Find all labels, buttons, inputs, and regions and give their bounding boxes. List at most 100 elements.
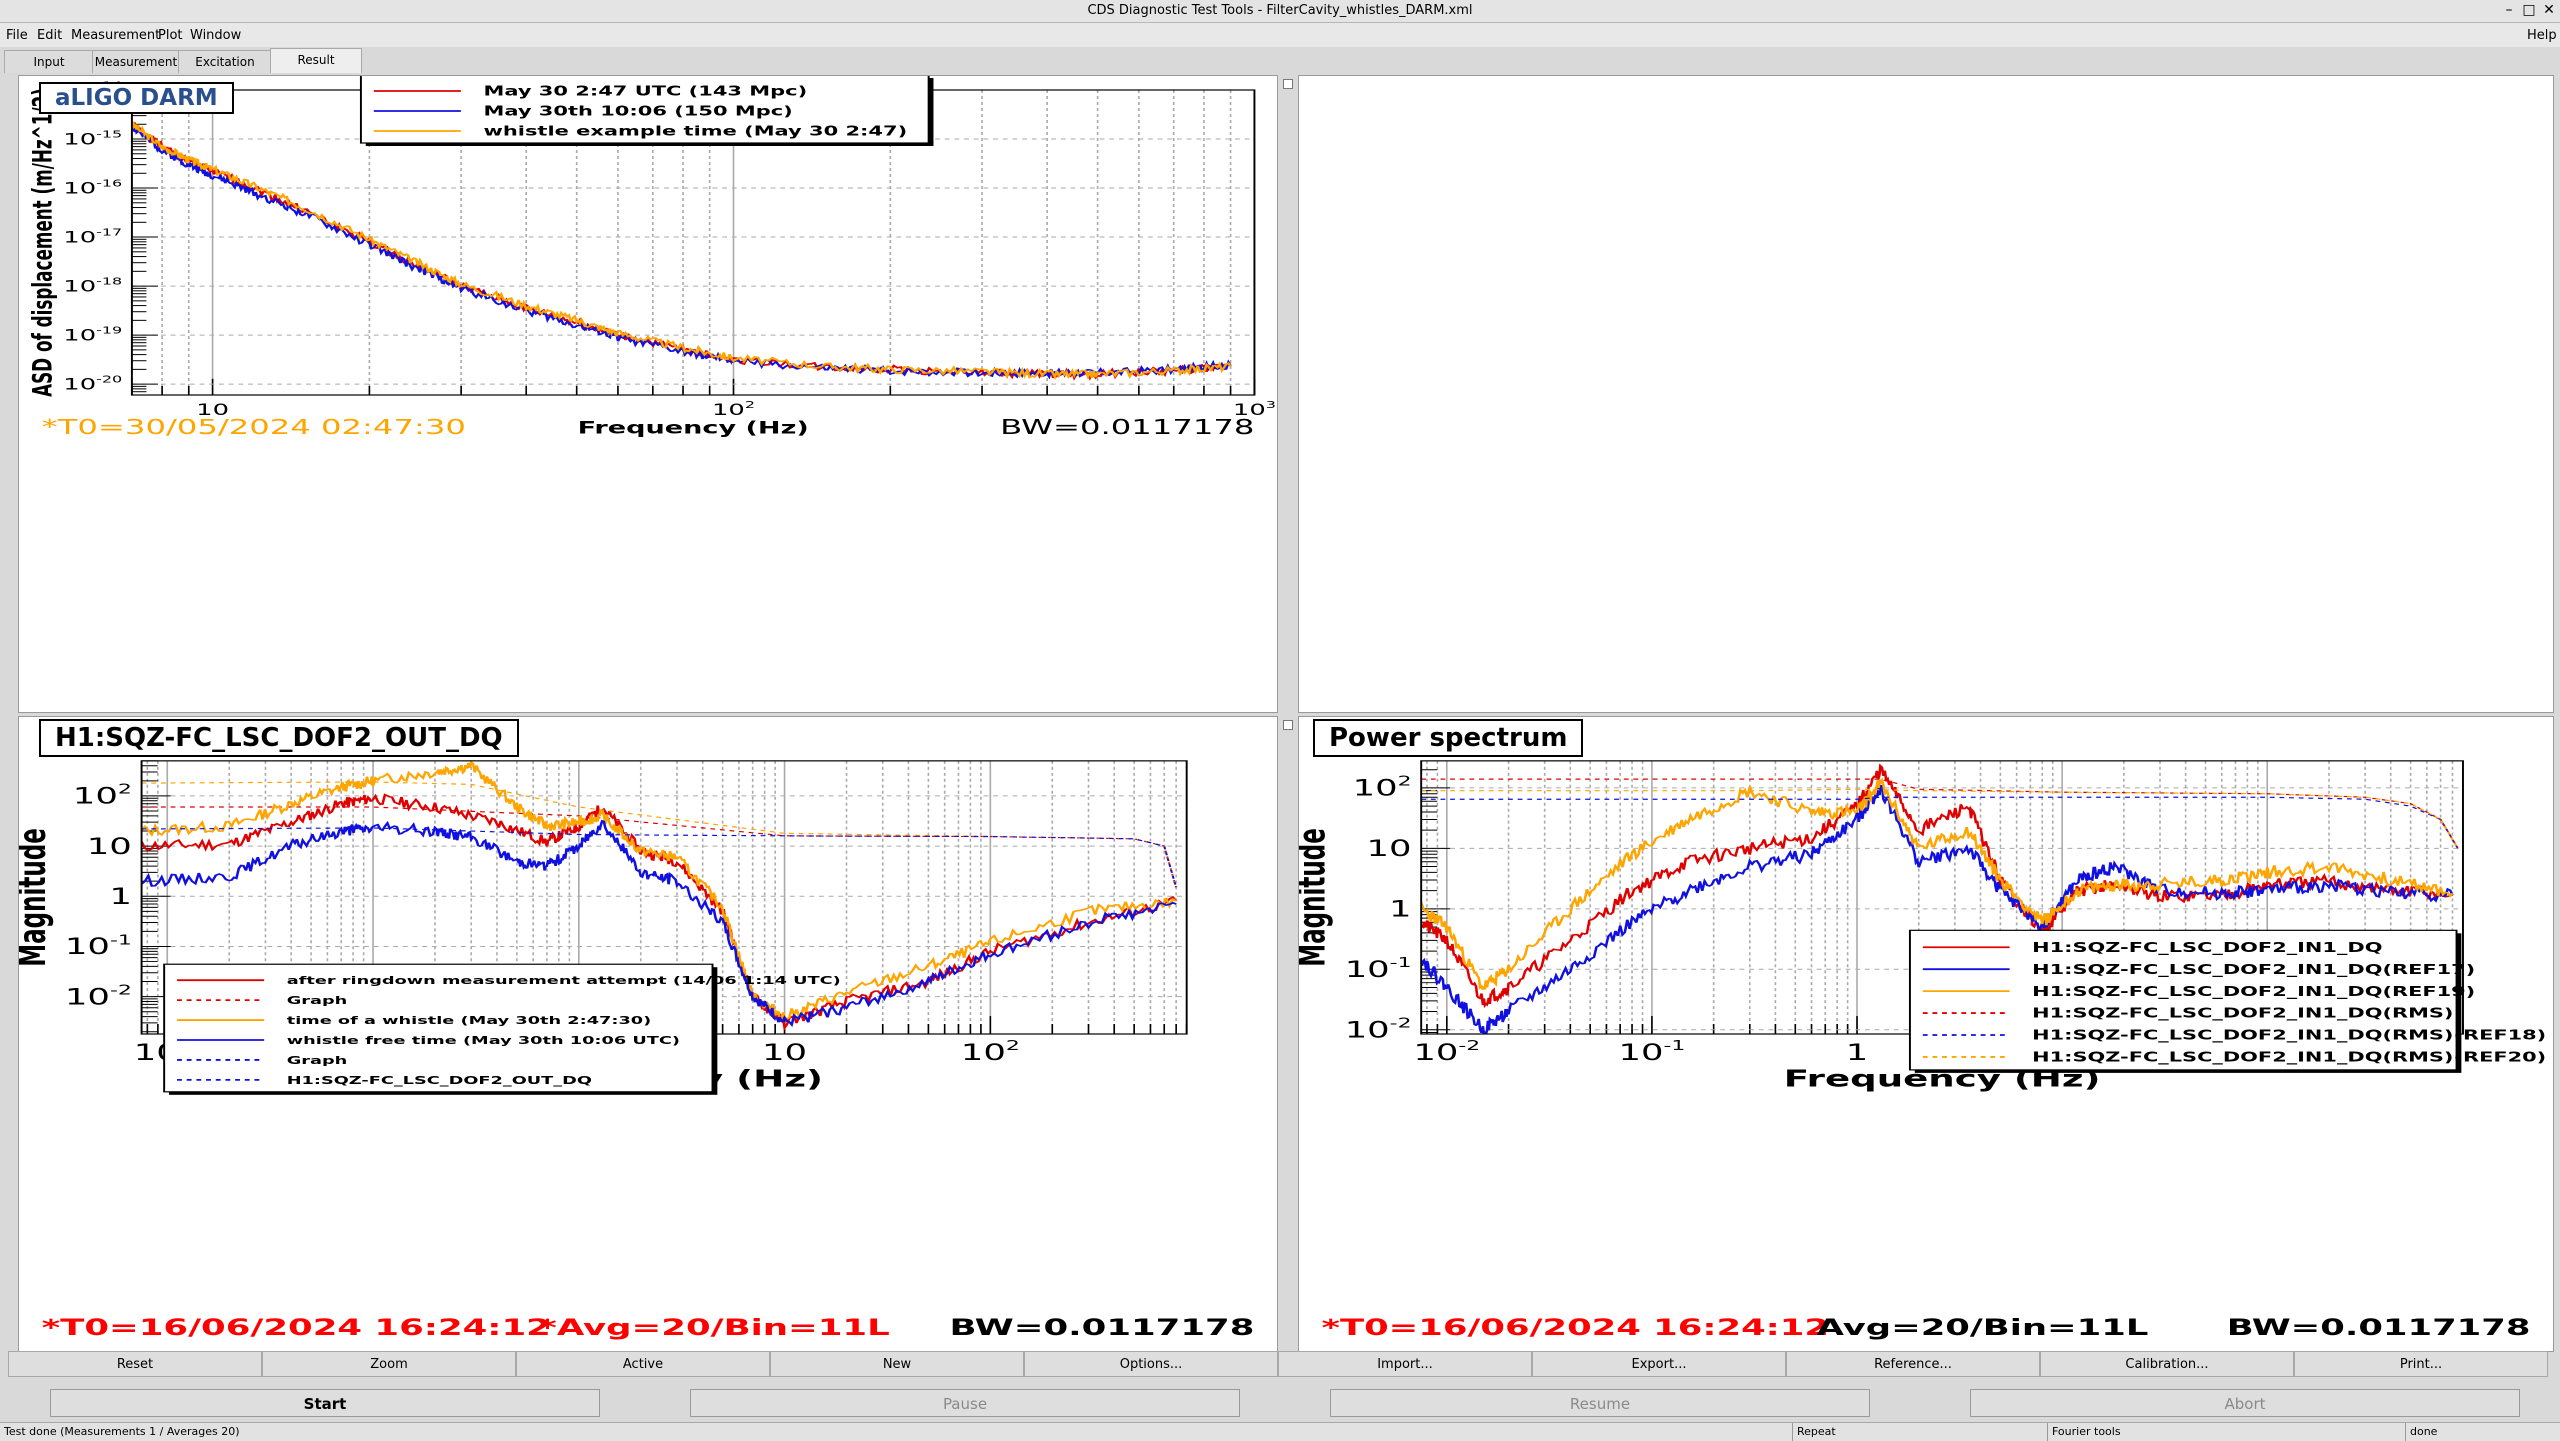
series-group: [1421, 763, 2459, 1034]
y-tick-label: 10-17: [63, 227, 122, 247]
menu-edit[interactable]: Edit: [37, 28, 63, 43]
series-group: [141, 760, 1178, 1031]
legend-entry: time of a whistle (May 30th 2:47:30): [287, 1014, 652, 1027]
resume-button[interactable]: Resume: [1330, 1389, 1870, 1417]
y-tick-label: 10-16: [63, 178, 122, 198]
export-button[interactable]: Export...: [1532, 1351, 1786, 1377]
panel-title-br: Power spectrum: [1313, 719, 1584, 757]
legend-box: [1908, 929, 2458, 1071]
asd-chart: 1010210310-1410-1510-1610-1710-1810-1910…: [27, 74, 1276, 439]
reference-button[interactable]: Reference...: [1786, 1351, 2040, 1377]
plot-pad-top-left[interactable]: 1010210310-1410-1510-1610-1710-1810-1910…: [18, 74, 1278, 713]
series-line-2: [1421, 777, 2454, 990]
plot-pad-top-right[interactable]: [1298, 75, 2554, 713]
tab-excitation[interactable]: Excitation: [178, 50, 272, 73]
y-tick-label: 1: [109, 884, 132, 909]
y-tick-label: 10-1: [1345, 955, 1412, 982]
tab-input[interactable]: Input: [4, 50, 94, 73]
maximize-icon[interactable]: □: [2522, 2, 2536, 18]
minimize-icon[interactable]: –: [2505, 2, 2513, 18]
legend-entry: after ringdown measurement attempt (14/0…: [287, 974, 841, 987]
status-repeat: Repeat: [1797, 1425, 1836, 1438]
pad-handle-icon[interactable]: [1283, 79, 1293, 89]
abort-button[interactable]: Abort: [1970, 1389, 2520, 1417]
y-tick-label: 10-19: [63, 325, 122, 345]
reset-button[interactable]: Reset: [8, 1351, 262, 1377]
y-tick-label: 10-20: [63, 374, 122, 394]
import-button[interactable]: Import...: [1278, 1351, 1532, 1377]
legend-entry: whistle free time (May 30th 10:06 UTC): [287, 1034, 680, 1047]
series-group: [131, 121, 1232, 381]
calibration-button[interactable]: Calibration...: [2040, 1351, 2294, 1377]
plot-buttons: Reset Zoom Active New Options... Import.…: [0, 1351, 2560, 1377]
x-tick-label: 10-1: [1619, 1038, 1686, 1065]
legend-bl: after ringdown measurement attempt (14/0…: [163, 963, 841, 1095]
y-tick-label: 10-1: [65, 932, 132, 959]
series-line-4: [1421, 796, 2459, 849]
legend-entry: whistle example time (May 30 2:47): [483, 125, 907, 140]
tab-bar: Input Measurement Excitation Result: [0, 48, 2560, 73]
status-state: done: [2410, 1425, 2438, 1438]
x-tick-label: 102: [961, 1038, 1020, 1065]
new-button[interactable]: New: [770, 1351, 1024, 1377]
y-axis-label: Magnitude: [1299, 828, 1334, 967]
y-tick-label: 1: [1389, 896, 1411, 921]
series-line-5: [1421, 788, 2459, 849]
series-line-1: [1421, 784, 2454, 1034]
active-button[interactable]: Active: [516, 1351, 770, 1377]
status-message: Test done (Measurements 1 / Averages 20): [4, 1425, 240, 1438]
x-tick-label: 1: [1846, 1040, 1868, 1065]
tab-result[interactable]: Result: [270, 48, 362, 73]
title-bar: CDS Diagnostic Test Tools - FilterCavity…: [0, 0, 2560, 23]
pause-button[interactable]: Pause: [690, 1389, 1240, 1417]
y-axis-label: ASD of displacement (m/Hz^1/2): [27, 88, 58, 397]
close-icon[interactable]: ✕: [2543, 2, 2555, 18]
options-button[interactable]: Options...: [1024, 1351, 1278, 1377]
y-tick-label: 10-18: [63, 276, 122, 296]
start-button[interactable]: Start: [50, 1389, 600, 1417]
legend-box: [163, 963, 714, 1093]
status-bar: Test done (Measurements 1 / Averages 20)…: [0, 1422, 2560, 1441]
tab-measurement[interactable]: Measurement: [92, 50, 180, 73]
y-tick-label: 102: [73, 782, 132, 809]
zoom-button[interactable]: Zoom: [262, 1351, 516, 1377]
legend-entry: Graph: [287, 994, 348, 1007]
legend-entry: H1:SQZ-FC_LSC_DOF2_IN1_DQ(REF19): [2032, 985, 2475, 1000]
x-tick-label: 10: [762, 1040, 807, 1065]
y-tick-label: 10: [87, 834, 132, 859]
bw-annotation: BW=0.0117178: [2227, 1315, 2531, 1340]
x-tick-label: 10-2: [1413, 1038, 1480, 1065]
legend-entry: May 30 2:47 UTC (143 Mpc): [483, 85, 807, 100]
legend-entry: H1:SQZ-FC_LSC_DOF2_IN1_DQ(RMS)(REF20): [2032, 1050, 2546, 1065]
x-tick-label: 103: [1233, 400, 1276, 420]
menu-measurement[interactable]: Measurement: [71, 28, 161, 43]
t0-annotation: *T0=16/06/2024 16:24:12: [1322, 1315, 1829, 1340]
avg-annotation: *Avg=20/Bin=11L: [538, 1315, 889, 1340]
x-tick-label: 102: [712, 400, 755, 420]
status-tools: Fourier tools: [2052, 1425, 2121, 1438]
series-line-1: [131, 127, 1232, 380]
bw-annotation: BW=0.0117178: [950, 1315, 1255, 1340]
window-title: CDS Diagnostic Test Tools - FilterCavity…: [1087, 3, 1473, 18]
legend-br: H1:SQZ-FC_LSC_DOF2_IN1_DQ H1:SQZ-FC_LSC_D…: [1908, 929, 2546, 1073]
panel-title-bl: H1:SQZ-FC_LSC_DOF2_OUT_DQ: [39, 719, 519, 757]
menu-plot[interactable]: Plot: [158, 28, 183, 43]
series-line-2: [131, 121, 1232, 381]
x-tick-label: 10: [196, 401, 229, 420]
t0-annotation: *T0=16/06/2024 16:24:12: [42, 1315, 551, 1340]
y-tick-label: 10: [1367, 836, 1412, 861]
menu-window[interactable]: Window: [190, 28, 242, 43]
legend-entry: H1:SQZ-FC_LSC_DOF2_IN1_DQ: [2032, 941, 2382, 956]
menu-bar: File Edit Measurement Plot Window Help: [0, 23, 2560, 47]
t0-annotation: *T0=30/05/2024 02:47:30: [42, 416, 466, 439]
menu-file[interactable]: File: [6, 28, 28, 43]
print-button[interactable]: Print...: [2294, 1351, 2548, 1377]
series-line-4: [141, 819, 1177, 1028]
avg-annotation: Avg=20/Bin=11L: [1817, 1315, 2149, 1340]
menu-help[interactable]: Help: [2527, 28, 2557, 43]
pad-handle-icon[interactable]: [1283, 720, 1293, 730]
series-line-3: [141, 781, 1178, 888]
